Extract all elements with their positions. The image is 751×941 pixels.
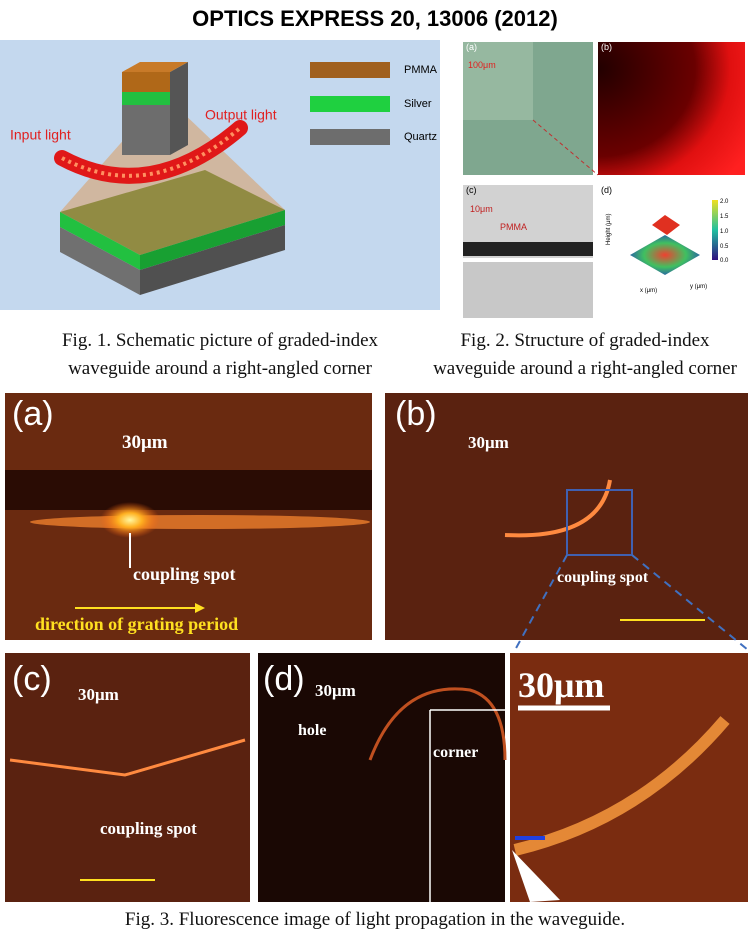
coupling-spot <box>100 502 160 538</box>
figure-2: (a) (b) (c) (d) 100μm 10μm PMMA Height (… <box>433 42 745 379</box>
legend-swatch <box>310 96 390 112</box>
panel-c-image <box>5 653 250 902</box>
propagation <box>504 479 612 538</box>
panel-d-top <box>652 215 680 235</box>
scale-label: 30μm <box>468 433 509 452</box>
annotation: coupling spot <box>100 819 197 838</box>
figure-1: Input light Output light PMMA Silver Qua… <box>0 40 440 379</box>
colorbar-label: 1.0 <box>720 229 729 235</box>
panel-label: (c) <box>466 185 477 195</box>
annotation: hole <box>298 722 326 739</box>
waveguide-core <box>61 126 242 178</box>
annotation: coupling spot <box>133 564 236 584</box>
silver-layer <box>60 212 140 270</box>
panel-a-pad <box>463 42 533 120</box>
scale-label: 30μm <box>78 685 119 704</box>
figure-3: (a) (b) (c) (d) 30μm 30μm 30μm 30μm 30μm… <box>5 393 749 930</box>
fig3-caption: Fig. 3. Fluorescence image of light prop… <box>125 909 625 930</box>
g: (a) (b) (c) (d) 30μm 30μm 30μm 30μm 30μm… <box>12 395 649 838</box>
pillar-pmma <box>122 72 170 92</box>
arrowhead <box>195 603 205 613</box>
material-label: PMMA <box>500 222 527 232</box>
colorbar-label: 0.0 <box>720 258 729 264</box>
panel-label: (d) <box>263 660 305 698</box>
panel-d-image <box>258 653 505 902</box>
panel-b-image <box>598 42 745 175</box>
axis-label: x (μm) <box>640 288 657 294</box>
silver-layer <box>140 210 285 270</box>
fig2-caption: waveguide around a right-angled corner <box>433 358 738 379</box>
zoom-image <box>510 653 748 902</box>
propagation <box>513 716 730 856</box>
colorbar-label: 1.5 <box>720 214 729 220</box>
scale-label: 30μm <box>518 665 604 705</box>
panel-c-layer <box>463 242 593 256</box>
colorbar-label: 0.5 <box>720 244 729 250</box>
pillar-quartz <box>122 105 170 155</box>
scale-label: 30μm <box>315 681 356 700</box>
propagation <box>9 738 246 777</box>
scale-label: 100μm <box>468 60 496 70</box>
legend-label: Quartz <box>404 131 437 143</box>
pillar-silver <box>122 92 170 105</box>
colorbar <box>712 200 718 260</box>
pillar-side <box>170 62 188 155</box>
panel-d-surface <box>630 235 700 275</box>
quartz-layer <box>140 225 285 295</box>
propagation <box>368 687 507 761</box>
panel-a-band <box>5 470 372 510</box>
input-label: Input light <box>10 127 71 143</box>
slab-top <box>60 170 285 255</box>
panel-label: (b) <box>601 42 612 52</box>
zoom-line <box>514 554 568 651</box>
axis-label: Height (μm) <box>606 214 612 245</box>
zoom-box <box>566 489 633 556</box>
annotation: corner <box>433 744 478 761</box>
scale-label: 10μm <box>470 204 493 214</box>
panel-label: (c) <box>12 660 52 698</box>
legend-label: PMMA <box>404 64 438 76</box>
panel-label: (b) <box>395 395 437 433</box>
pointer <box>512 850 560 902</box>
output-label: Output light <box>205 107 277 123</box>
annotation: direction of grating period <box>35 614 238 634</box>
panel-c-lower <box>463 262 593 318</box>
fig1-caption: Fig. 1. Schematic picture of graded-inde… <box>62 330 379 351</box>
pillar-top <box>122 62 188 72</box>
axis-label: y (μm) <box>690 284 707 290</box>
fig2-caption: Fig. 2. Structure of graded-index <box>460 330 710 351</box>
propagation <box>30 515 370 529</box>
scale-label: 30μm <box>122 432 168 453</box>
annotation: coupling spot <box>557 569 649 586</box>
legend-label: Silver <box>404 98 432 110</box>
legend-swatch <box>310 129 390 145</box>
legend-swatch <box>310 62 390 78</box>
zoom-line <box>631 554 749 651</box>
zoom-line <box>532 119 599 176</box>
page-title: OPTICS EXPRESS 20, 13006 (2012) <box>192 6 558 31</box>
fig1-caption: waveguide around a right-angled corner <box>68 358 373 379</box>
panel-label: (a) <box>12 395 54 433</box>
panel-label: (d) <box>601 185 612 195</box>
panel-label: (a) <box>466 42 477 52</box>
colorbar-label: 2.0 <box>720 199 729 205</box>
quartz-layer <box>60 227 140 295</box>
